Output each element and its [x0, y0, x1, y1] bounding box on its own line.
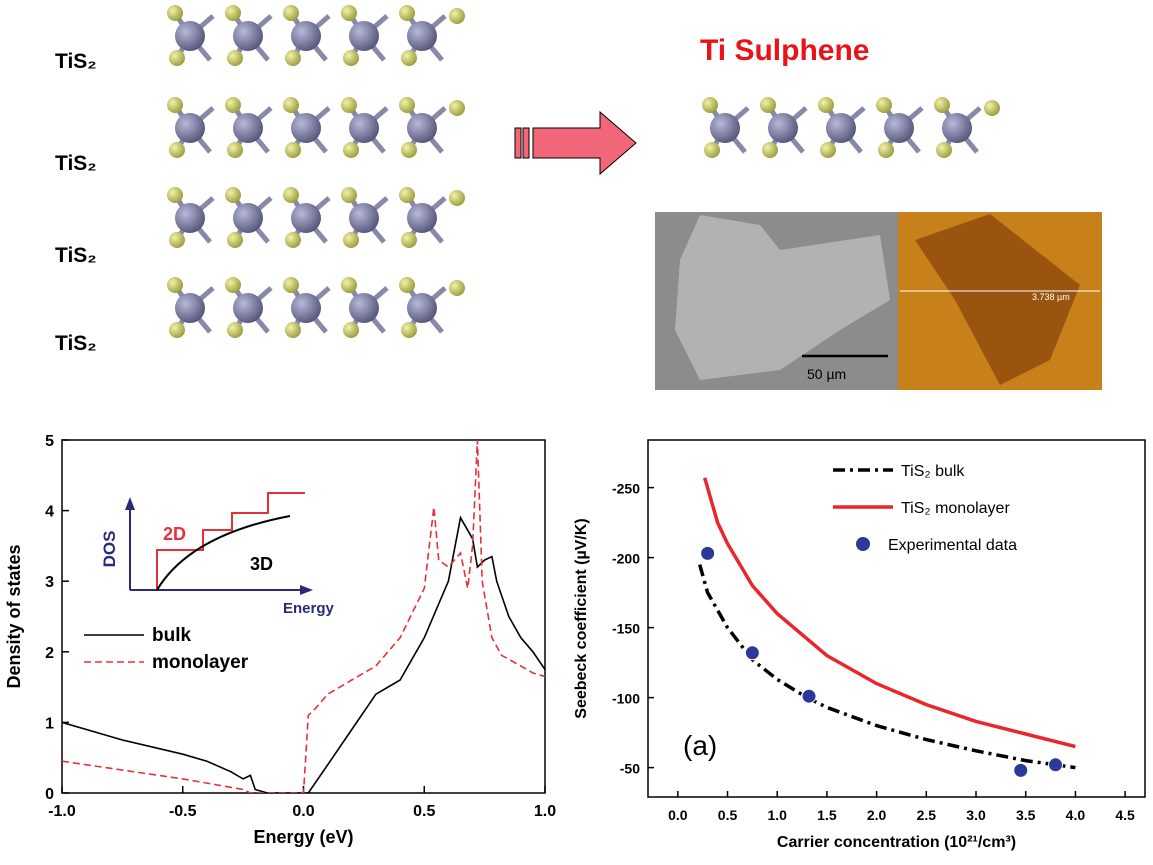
y-tick-label: -250: [612, 481, 640, 497]
x-tick-label: 3.0: [966, 807, 986, 823]
afm-image: 3.738 µm: [898, 212, 1102, 390]
scale-label: 50 µm: [807, 366, 846, 382]
data-point: [801, 688, 817, 704]
layer-label: TiS₂: [55, 332, 97, 355]
y-axis-label: Seebeck coefficient (µV/K): [573, 518, 590, 718]
x-tick-label: 4.0: [1066, 807, 1086, 823]
y-tick-label: 4: [45, 504, 54, 521]
x-tick-label: 0.5: [413, 803, 435, 820]
legend-label: TiS₂ monolayer: [901, 500, 1010, 517]
series-line: [698, 564, 1076, 770]
inset-label: 3D: [250, 554, 273, 574]
annotation: (a): [683, 730, 717, 761]
arrow: [514, 110, 637, 176]
series-line: [62, 515, 545, 793]
title: Ti Sulphene: [700, 34, 869, 67]
x-axis-label: Energy (eV): [253, 827, 353, 847]
layer-label: TiS₂: [55, 244, 97, 267]
y-tick-label: -100: [612, 691, 640, 707]
legend-marker: [856, 537, 870, 551]
inset-label: 2D: [163, 524, 186, 544]
sem-image: 50 µm: [655, 212, 898, 390]
x-tick-label: 2.0: [867, 807, 887, 823]
plot-frame: [647, 439, 1146, 798]
x-tick-label: 0.0: [292, 803, 314, 820]
x-tick-label: -1.0: [48, 803, 76, 820]
y-axis-label: Density of states: [4, 544, 24, 688]
dos-inset: DOS Energy 2D 3D: [100, 492, 335, 617]
scale-label: 3.738 µm: [1032, 292, 1070, 302]
series-line: [62, 440, 545, 793]
y-tick-label: -200: [612, 551, 640, 567]
x-tick-label: -0.5: [169, 803, 197, 820]
x-tick-label: 3.5: [1016, 807, 1036, 823]
y-tick-label: 5: [45, 433, 54, 450]
layer-label: TiS₂: [55, 50, 97, 73]
x-axis-label: Carrier concentration (10²¹/cm³): [777, 834, 1016, 851]
x-tick-label: 2.5: [917, 807, 937, 823]
x-tick-label: 4.5: [1115, 807, 1135, 823]
x-tick-label: 1.0: [534, 803, 556, 820]
legend-label: monolayer: [152, 652, 249, 673]
y-tick-label: 1: [45, 715, 54, 732]
legend-label: bulk: [152, 625, 191, 646]
bulk-structure: [167, 5, 465, 338]
inset-x-label: Energy: [283, 600, 335, 617]
data-point: [1048, 757, 1064, 773]
x-tick-label: 1.0: [767, 807, 787, 823]
y-tick-label: -50: [620, 761, 640, 777]
y-tick-label: 3: [45, 574, 54, 591]
data-point: [700, 545, 716, 561]
x-tick-label: 0.0: [668, 807, 688, 823]
x-tick-label: 1.5: [817, 807, 837, 823]
data-point: [744, 645, 760, 661]
data-point: [1013, 762, 1029, 778]
legend-label: TiS₂ bulk: [901, 463, 965, 480]
y-tick-label: 0: [45, 786, 54, 803]
inset-y-label: DOS: [100, 531, 119, 568]
x-tick-label: 0.5: [718, 807, 738, 823]
y-tick-label: 2: [45, 645, 54, 662]
monolayer-structure: [702, 97, 1000, 158]
legend-label: Experimental data: [888, 537, 1017, 554]
series-line: [703, 477, 1076, 749]
y-tick-label: -150: [612, 621, 640, 637]
layer-label: TiS₂: [55, 152, 97, 175]
